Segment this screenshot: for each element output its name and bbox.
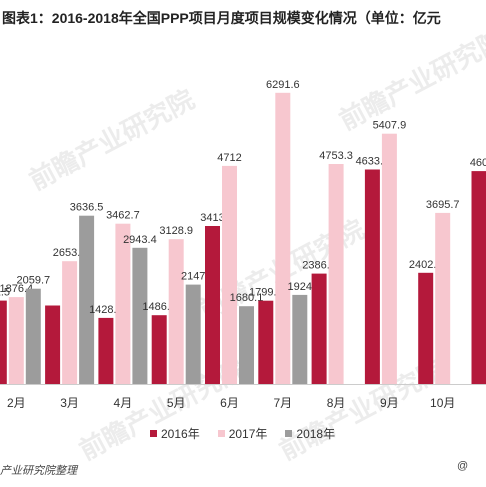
- bar-2016-2: [0, 300, 7, 384]
- data-label-2016-8: 2386.1: [302, 260, 336, 272]
- bar-chart: 2919.201.51876.42059.72月2653.63636.53月14…: [0, 79, 486, 410]
- bar-2016-7: [258, 300, 274, 384]
- legend-item-2018: 2018年: [285, 425, 335, 442]
- data-label-2016-6: 3413: [200, 212, 224, 224]
- chart-title: 图表1：2016-2018年全国PPP项目月度项目规模变化情况（单位：亿元: [2, 10, 441, 26]
- bar-2017-5: [168, 239, 184, 384]
- bar-2018-6: [239, 306, 254, 384]
- legend-label-2016: 2016年: [161, 427, 200, 441]
- legend-label-2018: 2018年: [296, 427, 336, 441]
- legend-swatch-2017: [217, 430, 225, 437]
- data-label-2018-5: 2147: [181, 271, 205, 283]
- bar-2016-5: [151, 315, 167, 384]
- bar-2016-4: [98, 317, 114, 384]
- data-label-2017-7: 6291.6: [266, 79, 300, 91]
- bar-2017-8: [328, 164, 344, 384]
- x-tick-label: 8月: [327, 396, 346, 410]
- legend-swatch-2018: [285, 430, 293, 437]
- x-tick-label: 9月: [380, 396, 399, 410]
- legend-swatch-2016: [150, 430, 157, 437]
- data-label-2017-10: 3695.7: [426, 199, 460, 211]
- bar-2017-2: [8, 297, 24, 384]
- data-label-2017-3: 2653.6: [53, 247, 87, 259]
- legend-label-2017: 2017年: [228, 427, 268, 441]
- x-tick-label: 6月: [220, 396, 239, 410]
- data-label-2016-5: 1486.3: [142, 301, 176, 313]
- bar-2018-2: [25, 288, 41, 384]
- bar-2018-3: [79, 215, 95, 384]
- data-label-2017-6: 4712: [217, 152, 241, 164]
- bar-2018-5: [185, 284, 201, 384]
- data-label-2016-2: 01.5: [0, 287, 10, 299]
- data-label-2016-4: 1428.1: [89, 304, 123, 316]
- bar-2017-4: [115, 223, 131, 384]
- bar-2017-3: [62, 261, 78, 384]
- bar-2016-3: [45, 305, 61, 384]
- bar-2018-4: [132, 247, 148, 384]
- data-label-2018-3: 3636.5: [70, 202, 104, 214]
- data-label-2017-8: 4753.3: [319, 150, 353, 162]
- bar-2017-6: [222, 165, 237, 384]
- data-label-2017-4: 3462.7: [106, 210, 140, 222]
- data-label-2017-2: 1876.4: [0, 283, 33, 295]
- data-label-2018-7: 1924: [288, 281, 312, 293]
- x-tick-label: 2月: [7, 396, 26, 410]
- bar-2016-8: [311, 273, 327, 384]
- bar-2018-7: [292, 294, 308, 384]
- data-label-2018-6: 1680.1: [230, 292, 264, 304]
- data-label-2017-9: 5407.9: [373, 120, 407, 132]
- x-tick-label: 7月: [273, 396, 292, 410]
- bar-2017-9: [381, 133, 397, 384]
- bar-2017-7: [275, 92, 291, 385]
- data-label-2017-5: 3128.9: [159, 225, 193, 237]
- data-label-2016-10: 2402.6: [409, 259, 443, 271]
- x-tick-label: 4月: [114, 396, 133, 410]
- legend-item-2017: 2017年: [217, 425, 268, 442]
- x-tick-label: 10月: [430, 396, 455, 410]
- data-label-2016-11: 460: [470, 157, 486, 169]
- weibo-handle: @: [457, 460, 469, 472]
- bar-2016-11: [471, 171, 486, 384]
- bar-2016-6: [205, 226, 220, 384]
- legend-item-2016: 2016年: [150, 425, 200, 442]
- source-note: 产业研究院整理: [0, 465, 77, 477]
- data-label-2016-9: 4633.6: [356, 156, 390, 168]
- bar-2016-9: [364, 169, 380, 384]
- legend: 2016年 2017年 2018年: [150, 425, 335, 442]
- x-tick-label: 5月: [167, 396, 186, 410]
- data-label-2016-7: 1799.9: [249, 287, 283, 299]
- data-label-2018-2: 2059.7: [16, 275, 50, 287]
- data-label-2018-4: 2943.4: [123, 234, 157, 246]
- bar-2016-10: [418, 272, 434, 384]
- bar-2017-10: [435, 212, 451, 384]
- x-tick-label: 3月: [60, 396, 79, 410]
